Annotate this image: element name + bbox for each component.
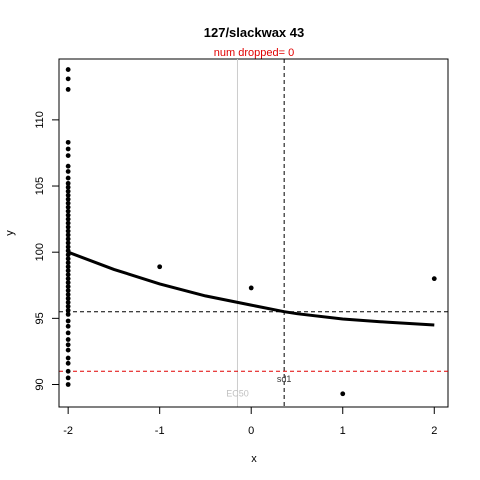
data-point-53 xyxy=(65,382,71,387)
data-point-10 xyxy=(65,184,71,190)
data-point-38 xyxy=(65,296,71,301)
fitted-curve-layer xyxy=(67,250,435,327)
data-point-16 xyxy=(65,208,71,214)
data-point-6 xyxy=(65,163,71,169)
data-point-48 xyxy=(65,347,71,353)
data-points xyxy=(65,67,437,397)
data-point-8 xyxy=(65,175,71,181)
data-point-55 xyxy=(248,285,254,291)
data-point-28 xyxy=(65,256,71,262)
data-point-36 xyxy=(65,288,71,293)
y-tick-label: 105 xyxy=(34,177,46,195)
data-point-20 xyxy=(65,224,71,230)
data-point-27 xyxy=(65,252,71,258)
data-point-5 xyxy=(65,153,71,158)
data-point-43 xyxy=(65,318,71,324)
data-point-47 xyxy=(65,342,71,348)
data-point-1 xyxy=(65,76,71,82)
y-tick-label: 110 xyxy=(34,111,46,129)
annotations: sd1 EC50 xyxy=(226,374,291,399)
data-point-14 xyxy=(65,200,71,206)
data-point-17 xyxy=(65,212,71,218)
reference-lines xyxy=(59,59,448,407)
data-point-12 xyxy=(65,192,71,198)
data-point-11 xyxy=(65,188,71,194)
x-tick-label: 2 xyxy=(431,425,437,437)
data-point-25 xyxy=(65,244,71,250)
data-point-57 xyxy=(431,276,437,282)
x-tick-label: -1 xyxy=(155,425,165,437)
data-point-45 xyxy=(65,330,71,336)
data-point-30 xyxy=(65,264,71,270)
data-point-31 xyxy=(65,268,71,274)
data-point-50 xyxy=(65,360,71,366)
y-tick-label: 90 xyxy=(34,378,46,390)
data-point-46 xyxy=(65,337,71,342)
data-point-3 xyxy=(65,139,71,145)
data-point-24 xyxy=(65,240,71,246)
x-axis: -2 -1 0 1 2 xyxy=(63,406,437,437)
data-point-15 xyxy=(65,204,71,210)
y-axis-label: y xyxy=(4,230,16,236)
data-point-42 xyxy=(65,311,71,317)
plot-frame xyxy=(58,58,449,408)
data-point-37 xyxy=(65,292,71,297)
data-point-18 xyxy=(65,216,71,222)
data-point-56 xyxy=(340,391,346,397)
data-point-52 xyxy=(65,375,71,381)
data-point-4 xyxy=(65,146,71,152)
data-point-54 xyxy=(157,264,163,270)
data-point-35 xyxy=(65,284,71,289)
data-point-2 xyxy=(65,87,71,92)
data-point-23 xyxy=(65,236,71,242)
chart-title: 127/slackwax 43 xyxy=(204,25,304,40)
data-point-22 xyxy=(65,232,71,238)
data-point-29 xyxy=(65,260,71,266)
data-point-44 xyxy=(65,323,71,329)
data-point-39 xyxy=(65,300,71,305)
data-point-41 xyxy=(65,308,71,313)
data-point-51 xyxy=(65,368,71,374)
data-point-7 xyxy=(65,169,71,174)
data-point-9 xyxy=(65,180,71,186)
data-point-33 xyxy=(65,276,71,282)
annotation-label-1: EC50 xyxy=(226,388,249,398)
data-point-26 xyxy=(65,248,71,254)
data-point-21 xyxy=(65,228,71,234)
fitted-curve xyxy=(67,250,435,327)
data-point-19 xyxy=(65,220,71,226)
annotation-label-0: sd1 xyxy=(277,374,292,384)
y-tick-label: 95 xyxy=(34,312,46,324)
data-point-32 xyxy=(65,272,71,278)
y-tick-label: 100 xyxy=(34,243,46,261)
x-axis-label: x xyxy=(251,453,257,465)
x-tick-label: 0 xyxy=(248,425,254,437)
data-point-49 xyxy=(65,355,71,361)
data-point-40 xyxy=(65,304,71,309)
y-axis: 90 95 100 105 110 xyxy=(34,111,60,391)
data-point-34 xyxy=(65,280,71,286)
chart-subtitle: num dropped= 0 xyxy=(214,47,294,59)
data-point-13 xyxy=(65,196,71,202)
data-point-0 xyxy=(65,67,71,72)
x-tick-label: -2 xyxy=(63,425,73,437)
x-tick-label: 1 xyxy=(340,425,346,437)
